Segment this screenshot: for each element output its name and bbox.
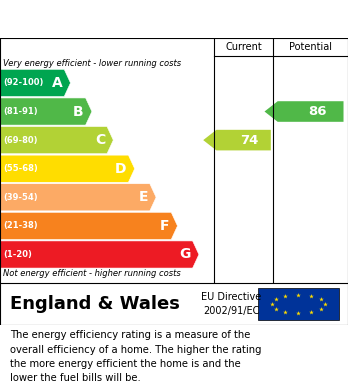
- Text: Potential: Potential: [289, 42, 332, 52]
- Text: Very energy efficient - lower running costs: Very energy efficient - lower running co…: [3, 59, 182, 68]
- Polygon shape: [264, 101, 343, 122]
- Polygon shape: [0, 212, 177, 239]
- Text: Current: Current: [225, 42, 262, 52]
- Text: EU Directive
2002/91/EC: EU Directive 2002/91/EC: [201, 292, 262, 316]
- Text: E: E: [139, 190, 148, 204]
- Polygon shape: [0, 127, 113, 154]
- Polygon shape: [0, 155, 135, 182]
- Polygon shape: [0, 69, 70, 97]
- Text: (21-38): (21-38): [3, 221, 38, 230]
- Text: England & Wales: England & Wales: [10, 295, 180, 313]
- Text: A: A: [52, 76, 63, 90]
- Text: (92-100): (92-100): [3, 79, 44, 88]
- Text: 74: 74: [240, 134, 258, 147]
- Text: The energy efficiency rating is a measure of the
overall efficiency of a home. T: The energy efficiency rating is a measur…: [10, 330, 262, 384]
- Text: (1-20): (1-20): [3, 250, 32, 259]
- Text: D: D: [115, 162, 127, 176]
- Polygon shape: [0, 241, 199, 268]
- Text: Energy Efficiency Rating: Energy Efficiency Rating: [10, 11, 220, 27]
- Text: Not energy efficient - higher running costs: Not energy efficient - higher running co…: [3, 269, 181, 278]
- Polygon shape: [0, 184, 156, 211]
- Text: (81-91): (81-91): [3, 107, 38, 116]
- Text: 86: 86: [308, 105, 326, 118]
- Bar: [258, 288, 339, 320]
- Polygon shape: [0, 98, 92, 125]
- Text: (69-80): (69-80): [3, 136, 38, 145]
- Text: (39-54): (39-54): [3, 193, 38, 202]
- Text: G: G: [180, 248, 191, 262]
- Text: (55-68): (55-68): [3, 164, 38, 173]
- Text: F: F: [160, 219, 169, 233]
- Text: C: C: [95, 133, 105, 147]
- Polygon shape: [203, 130, 271, 151]
- Text: B: B: [73, 104, 84, 118]
